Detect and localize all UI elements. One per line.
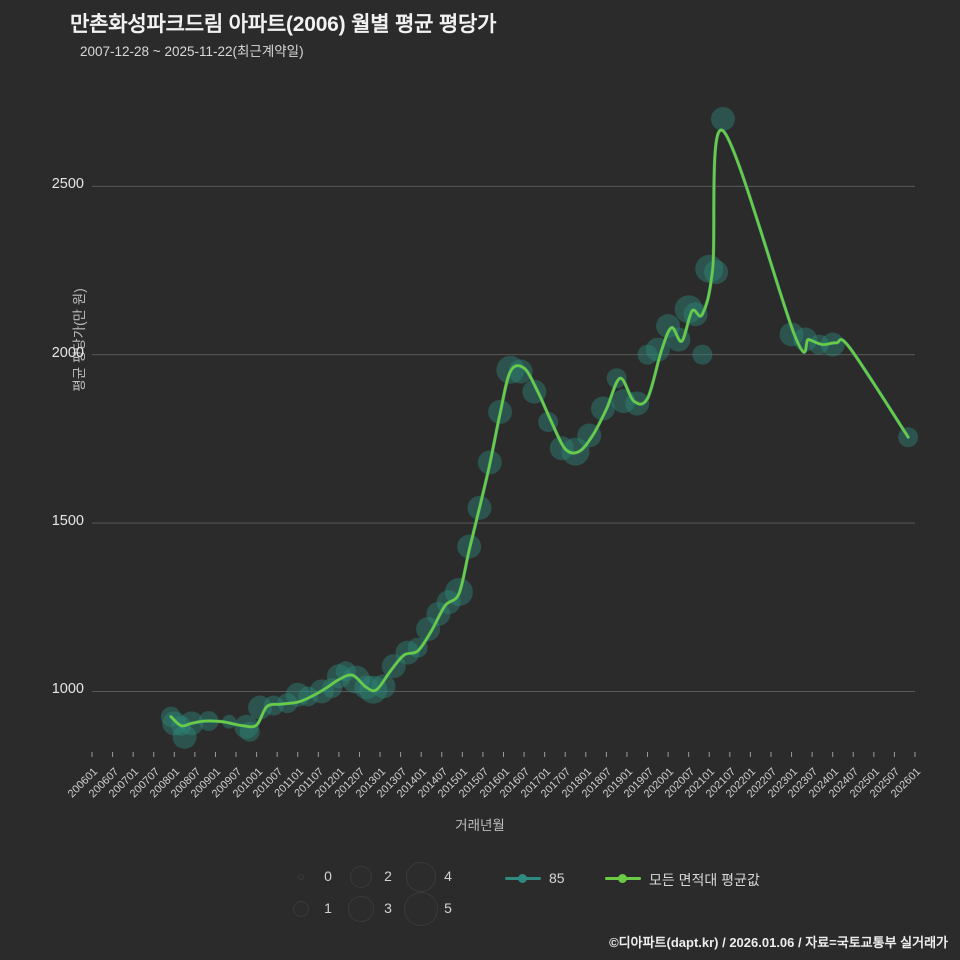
legend-series-label: 85 bbox=[549, 870, 565, 886]
data-bubble bbox=[692, 344, 713, 365]
footer-credit: ©디아파트(dapt.kr) / 2026.01.06 / 자료=국토교통부 실… bbox=[609, 935, 948, 950]
y-tick-label: 1000 bbox=[51, 681, 84, 698]
legend-size-dot bbox=[293, 901, 309, 917]
data-bubble bbox=[710, 106, 735, 131]
legend-size-label: 3 bbox=[384, 900, 392, 916]
data-bubble bbox=[637, 344, 658, 365]
data-bubble bbox=[322, 678, 343, 699]
series-line-average bbox=[169, 129, 910, 729]
data-bubble bbox=[549, 436, 574, 461]
legend-size-label: 4 bbox=[444, 868, 452, 884]
data-bubble bbox=[704, 260, 729, 285]
legend-series-label: 모든 면적대 평균값 bbox=[649, 872, 760, 888]
data-bubble bbox=[606, 368, 627, 389]
legend-marker-dot bbox=[518, 873, 527, 883]
data-bubble bbox=[695, 254, 724, 283]
data-bubble bbox=[371, 674, 396, 699]
legend-size-label: 0 bbox=[324, 868, 332, 884]
page-title: 만촌화성파크드림 아파트(2006) 월별 평균 평당가 bbox=[70, 13, 497, 36]
data-bubble bbox=[162, 711, 187, 736]
y-tick-label: 2000 bbox=[51, 344, 84, 361]
legend-size-dot bbox=[350, 866, 372, 888]
chart-legend: 0 1 2 3 4 5 85 모든 면적대 평균값 bbox=[0, 858, 960, 926]
x-axis-title: 거래년월 bbox=[455, 818, 505, 833]
page-subtitle: 2007-12-28 ~ 2025-11-22(최근계약일) bbox=[80, 44, 304, 59]
data-bubble bbox=[248, 695, 273, 720]
legend-size-label: 2 bbox=[384, 868, 392, 884]
legend-size-dot bbox=[348, 896, 374, 922]
legend-size-label: 1 bbox=[324, 900, 332, 916]
data-bubble bbox=[172, 724, 197, 749]
legend-size-dot bbox=[404, 892, 438, 926]
y-tick-label: 2500 bbox=[51, 176, 84, 193]
y-tick-label: 1500 bbox=[51, 513, 84, 530]
legend-size-dot bbox=[406, 862, 436, 892]
legend-size-label: 5 bbox=[444, 900, 452, 916]
legend-marker-dot bbox=[618, 873, 627, 883]
series-line-85 bbox=[169, 128, 910, 729]
legend-size-dot bbox=[298, 874, 304, 880]
data-bubble bbox=[674, 295, 703, 324]
